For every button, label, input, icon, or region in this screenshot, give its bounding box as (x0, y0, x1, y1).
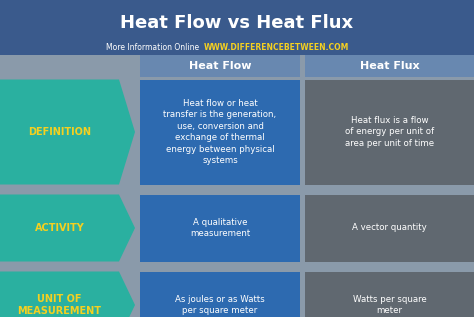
Polygon shape (0, 80, 135, 184)
Text: A qualitative
measurement: A qualitative measurement (190, 218, 250, 238)
Text: Heat flux is a flow
of energy per unit of
area per unit of time: Heat flux is a flow of energy per unit o… (345, 116, 434, 148)
Text: More Information Online: More Information Online (106, 43, 199, 53)
Text: Heat Flow vs Heat Flux: Heat Flow vs Heat Flux (120, 14, 354, 32)
Bar (305, 55, 474, 77)
Text: Heat Flow: Heat Flow (189, 61, 251, 71)
Text: Heat Flux: Heat Flux (360, 61, 419, 71)
Bar (305, 195, 474, 262)
Text: DEFINITION: DEFINITION (28, 127, 91, 137)
Polygon shape (0, 195, 135, 262)
Text: A vector quantity: A vector quantity (352, 223, 427, 232)
Polygon shape (0, 271, 135, 317)
Bar (305, 80, 474, 184)
Text: UNIT OF
MEASUREMENT: UNIT OF MEASUREMENT (18, 294, 101, 316)
Bar (140, 80, 300, 184)
Text: As joules or as Watts
per square meter: As joules or as Watts per square meter (175, 295, 265, 315)
Text: WWW.DIFFERENCEBETWEEN.COM: WWW.DIFFERENCEBETWEEN.COM (204, 43, 349, 53)
Bar (140, 55, 300, 77)
Bar (140, 195, 300, 262)
Text: ACTIVITY: ACTIVITY (35, 223, 84, 233)
Bar (305, 271, 474, 317)
Text: Heat flow or heat
transfer is the generation,
use, conversion and
exchange of th: Heat flow or heat transfer is the genera… (164, 99, 276, 165)
Bar (0, 0, 474, 55)
Text: Watts per square
meter: Watts per square meter (353, 295, 427, 315)
Bar (140, 271, 300, 317)
